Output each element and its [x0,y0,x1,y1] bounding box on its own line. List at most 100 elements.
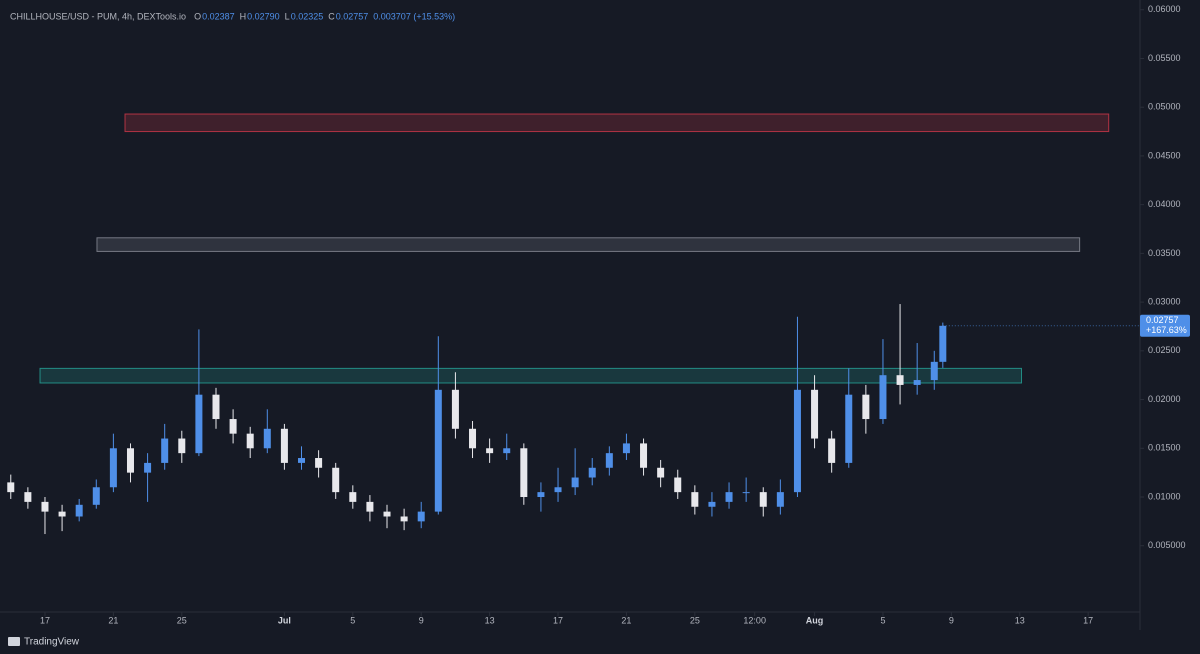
x-tick-label: Aug [806,615,824,625]
x-tick-label: 12:00 [743,615,766,625]
y-tick-label: 0.02500 [1148,345,1181,355]
candle-body [674,477,682,493]
y-tick-label: 0.05500 [1148,53,1181,63]
symbol: CHILLHOUSE/USD - PUM, 4h, DEXTools.io [10,11,186,21]
y-tick-label: 0.05000 [1148,102,1181,112]
x-tick-label: 17 [553,615,563,625]
candle-body [862,394,870,420]
candle-body [913,380,921,385]
candle-body [486,448,494,454]
ohlc-value: 0.02757 [336,11,369,21]
candle-body [195,394,203,454]
candle-body [759,492,767,507]
ohlc-value: 0.02387 [202,11,235,21]
candle-body [742,492,750,494]
candle-body [520,448,528,498]
candle-body [280,428,288,463]
candle-body [434,389,442,512]
brand: TradingView [8,637,80,648]
x-tick-label: 21 [108,615,118,625]
x-tick-label: 17 [40,615,50,625]
candle-body [126,448,134,473]
x-tick-label: 13 [485,615,495,625]
ohlc-key: C [328,11,335,21]
candle-body [161,438,169,463]
x-tick-label: 17 [1083,615,1093,625]
candle-body [144,462,152,473]
brand-name: TradingView [24,637,80,648]
candle-body [896,375,904,385]
candle-body [109,448,117,488]
x-tick-label: 13 [1015,615,1025,625]
x-tick-label: Jul [278,615,291,625]
candle-body [622,443,630,454]
candle-body [845,394,853,463]
candle-body [657,467,665,478]
y-tick-label: 0.01500 [1148,443,1181,453]
candle-body [708,501,716,507]
x-tick-label: 5 [880,615,885,625]
candle-body [92,487,100,505]
candle-body [383,511,391,517]
candle-body [811,389,819,439]
candle-body [263,428,271,449]
candle-body [691,492,699,507]
brand-logo [8,637,20,646]
candle-body [315,458,323,468]
candle-body [349,492,357,502]
y-tick-label: 0.04500 [1148,150,1181,160]
zone [124,113,1110,133]
candle-body [776,492,784,507]
y-tick-label: 0.005000 [1148,540,1186,550]
candle-body [793,389,801,493]
candle-body [229,419,237,434]
x-tick-label: 21 [621,615,631,625]
ohlc-key: L [285,11,290,21]
zone [96,237,1081,252]
candle-body [571,477,579,488]
candle-body [451,389,459,429]
ohlc-key: H [240,11,247,21]
candle-body [939,325,947,362]
ohlc-change: 0.003707 (+15.53%) [373,11,455,21]
candle-body [588,467,596,478]
price-tag-text: +167.63% [1146,325,1187,335]
price-tag-box [1140,314,1190,337]
candle-body [58,511,66,517]
x-tick-label: 9 [419,615,424,625]
candle-body [554,487,562,493]
price-tag-text: 0.02757 [1146,315,1179,325]
ohlc-key: O [194,11,201,21]
y-tick-label: 0.03500 [1148,248,1181,258]
x-tick-label: 9 [949,615,954,625]
y-tick-label: 0.04000 [1148,199,1181,209]
candle-body [879,375,887,420]
candle-body [417,511,425,522]
ohlc-value: 0.02790 [247,11,280,21]
candle-body [828,438,836,463]
candle-body [212,394,220,420]
candle-body [246,433,254,449]
candle-body [366,501,374,512]
candle-body [24,492,32,502]
x-tick-label: 5 [350,615,355,625]
candle-body [298,458,306,463]
candle-body [41,501,49,512]
candle-body [640,443,648,468]
candle-body [725,492,733,502]
candle-body [75,504,83,517]
y-tick-label: 0.06000 [1148,4,1181,14]
candle-body [605,453,613,468]
x-tick-label: 25 [690,615,700,625]
candle-body [503,448,511,454]
candle-body [537,492,545,498]
x-tick-label: 25 [177,615,187,625]
candle-body [930,361,938,381]
candle-body [178,438,186,454]
candle-body [400,516,408,522]
zone [39,367,1022,384]
y-tick-label: 0.02000 [1148,394,1181,404]
y-tick-label: 0.03000 [1148,296,1181,306]
